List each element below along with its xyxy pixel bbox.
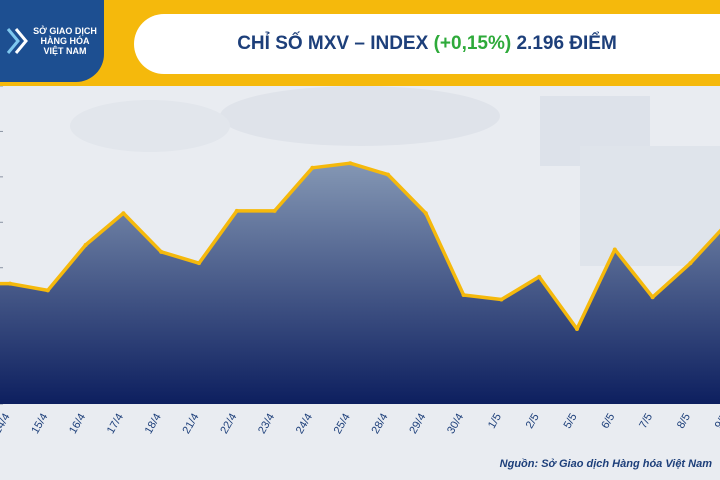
header-bar: SỞ GIAO DỊCH HÀNG HÓA VIỆT NAM CHỈ SỐ MX… (0, 0, 720, 86)
x-tick-label: 17/4 (105, 412, 126, 437)
logo-line-3: VIỆT NAM (43, 46, 87, 56)
chart-title: CHỈ SỐ MXV – INDEX (+0,15%) 2.196 ĐIỂM (237, 33, 617, 55)
title-value: 2.196 ĐIỂM (516, 33, 617, 54)
data-point-18-4 (159, 249, 164, 254)
x-tick-label: 6/5 (599, 412, 617, 431)
x-tick-label: 21/4 (180, 412, 201, 437)
data-point-22-4 (234, 208, 239, 213)
x-tick-label: 1/5 (486, 412, 504, 431)
series-line (0, 161, 720, 331)
x-tick-label: 15/4 (29, 412, 50, 437)
title-box: CHỈ SỐ MXV – INDEX (+0,15%) 2.196 ĐIỂM (134, 14, 720, 74)
data-point-6-5 (612, 247, 617, 252)
data-point-29-4 (423, 211, 428, 216)
logo-line-1: SỞ GIAO DỊCH (33, 26, 97, 36)
data-point-5-5 (575, 327, 579, 332)
x-tick-label: 22/4 (218, 412, 239, 437)
data-point-21-4 (197, 261, 201, 266)
x-tick-label: 28/4 (369, 412, 390, 437)
x-tick-label: 14/4 (0, 412, 13, 437)
x-tick-label: 16/4 (67, 412, 88, 437)
logo-line-2: HÀNG HÓA (40, 36, 90, 46)
data-point-15-4 (45, 288, 50, 293)
source-note: Nguồn: Sở Giao dịch Hàng hóa Việt Nam (499, 458, 712, 470)
data-point-8-5 (688, 261, 693, 266)
data-point-14-4 (8, 281, 12, 286)
data-point-7-5 (650, 295, 655, 300)
logo-chevron-icon (6, 28, 28, 54)
data-point-25-4 (348, 161, 353, 166)
x-tick-label: 18/4 (143, 412, 164, 437)
data-point-1-5 (499, 297, 504, 302)
data-point-30-4 (461, 292, 466, 297)
x-tick-label: 5/5 (562, 412, 580, 431)
x-tick-label: 24/4 (294, 412, 315, 437)
x-tick-label: 9/5 (713, 412, 720, 431)
x-tick-label: 29/4 (407, 412, 428, 437)
logo-text: SỞ GIAO DỊCH HÀNG HÓA VIỆT NAM (26, 26, 104, 56)
logo: SỞ GIAO DỊCH HÀNG HÓA VIỆT NAM (0, 0, 104, 82)
x-tick-label: 25/4 (332, 412, 353, 437)
data-point-17-4 (121, 211, 126, 216)
world-map-background (70, 86, 720, 266)
data-point-2-5 (537, 274, 542, 279)
data-point-24-4 (310, 165, 315, 170)
data-point-16-4 (83, 243, 88, 247)
x-tick-label: 2/5 (524, 412, 542, 431)
x-tick-label: 23/4 (256, 412, 277, 437)
x-tick-label: 8/5 (675, 412, 693, 431)
title-change: (+0,15%) (433, 33, 512, 54)
data-point-23-4 (272, 208, 277, 213)
title-prefix: CHỈ SỐ MXV – INDEX (237, 33, 429, 54)
x-tick-label: 30/4 (445, 412, 466, 437)
data-point-28-4 (386, 172, 390, 177)
x-tick-label: 7/5 (637, 412, 655, 431)
series-area (0, 163, 720, 404)
mxv-index-chart: 14/4 15/4 16/4 17/4 18/4 21/4 22/4 23/4 24/4 25/4… (0, 86, 720, 437)
